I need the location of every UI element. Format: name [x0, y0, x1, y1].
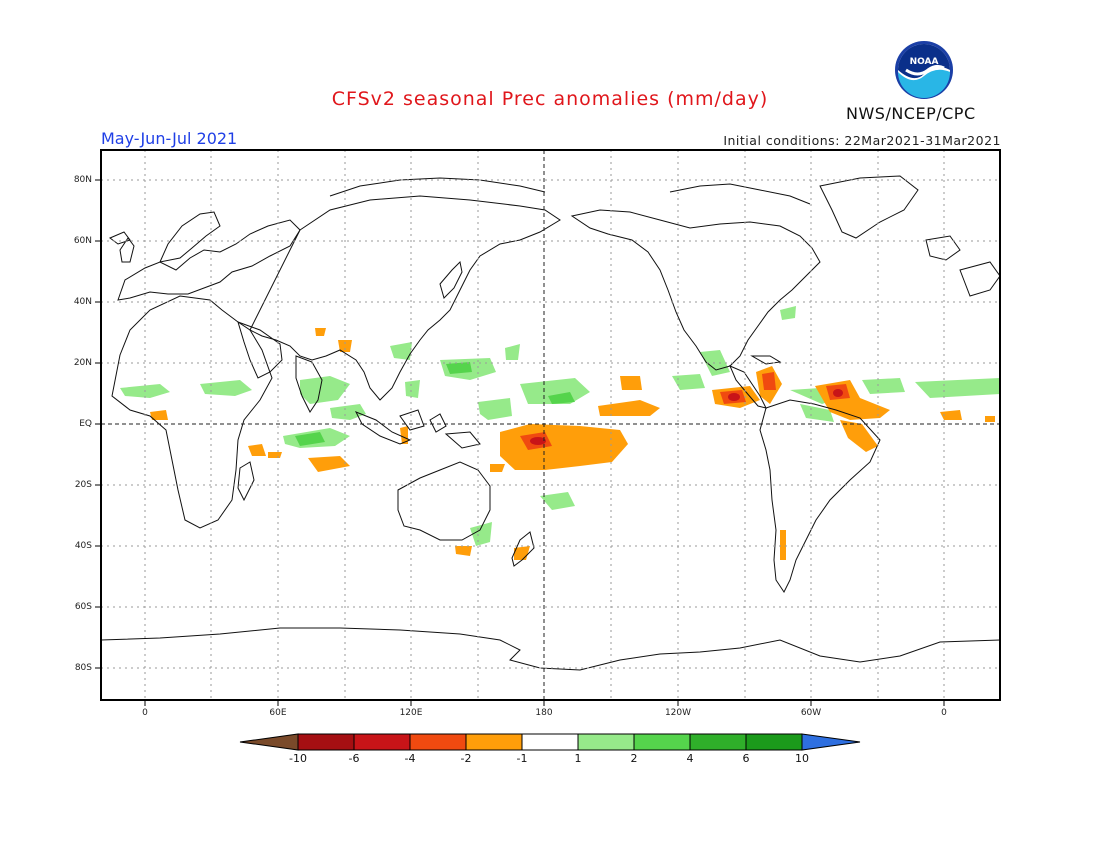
colorbar-label: 1 [574, 752, 582, 765]
colorbar-label: 6 [742, 752, 750, 765]
lat-label: 60N [73, 236, 92, 246]
lat-label: 80S [74, 663, 92, 673]
precip-anomaly-layer [120, 306, 1000, 560]
dry-anomaly-extreme [530, 389, 843, 445]
coastlines [101, 175, 1000, 671]
lon-label: 0 [142, 708, 148, 718]
lat-label: 40N [73, 297, 92, 307]
colorbar-label: -6 [348, 752, 360, 765]
map-title: CFSv2 seasonal Prec anomalies (mm/day) [331, 88, 769, 110]
lat-label: 80N [73, 175, 92, 185]
svg-text:NOAA: NOAA [910, 57, 939, 67]
lon-label: 0 [941, 708, 947, 718]
lon-label: 120E [399, 708, 423, 718]
colorbar [239, 733, 861, 751]
colorbar-wet-end [801, 733, 861, 751]
season-label: May-Jun-Jul 2021 [101, 129, 238, 148]
colorbar-dry-end [239, 733, 299, 751]
lon-label: 120W [664, 708, 692, 718]
colorbar-label: -4 [404, 752, 416, 765]
initial-conditions-label: Initial conditions: 22Mar2021-31Mar2021 [723, 133, 1001, 148]
map-frame [100, 149, 1001, 701]
lat-label: EQ [79, 419, 92, 429]
colorbar-label: -1 [516, 752, 528, 765]
axis-ticks [95, 179, 945, 706]
wet-anomaly-strong [295, 362, 575, 446]
agency-label: NWS/NCEP/CPC [846, 104, 976, 123]
lon-label: 180 [535, 708, 553, 718]
colorbar-label: -2 [460, 752, 472, 765]
lat-label: 20S [74, 480, 92, 490]
colorbar-label: -10 [289, 752, 307, 765]
lat-label: 40S [74, 541, 92, 551]
equator-dateline [101, 150, 1000, 700]
lat-label: 60S [74, 602, 92, 612]
map-gridlines [101, 150, 1000, 700]
colorbar-label: 4 [686, 752, 694, 765]
colorbar-label: 10 [795, 752, 809, 765]
lon-label: 60W [800, 708, 822, 718]
colorbar-label: 2 [630, 752, 638, 765]
lon-label: 60E [269, 708, 287, 718]
noaa-logo-icon: NOAA [895, 41, 953, 99]
lat-label: 20N [73, 358, 92, 368]
